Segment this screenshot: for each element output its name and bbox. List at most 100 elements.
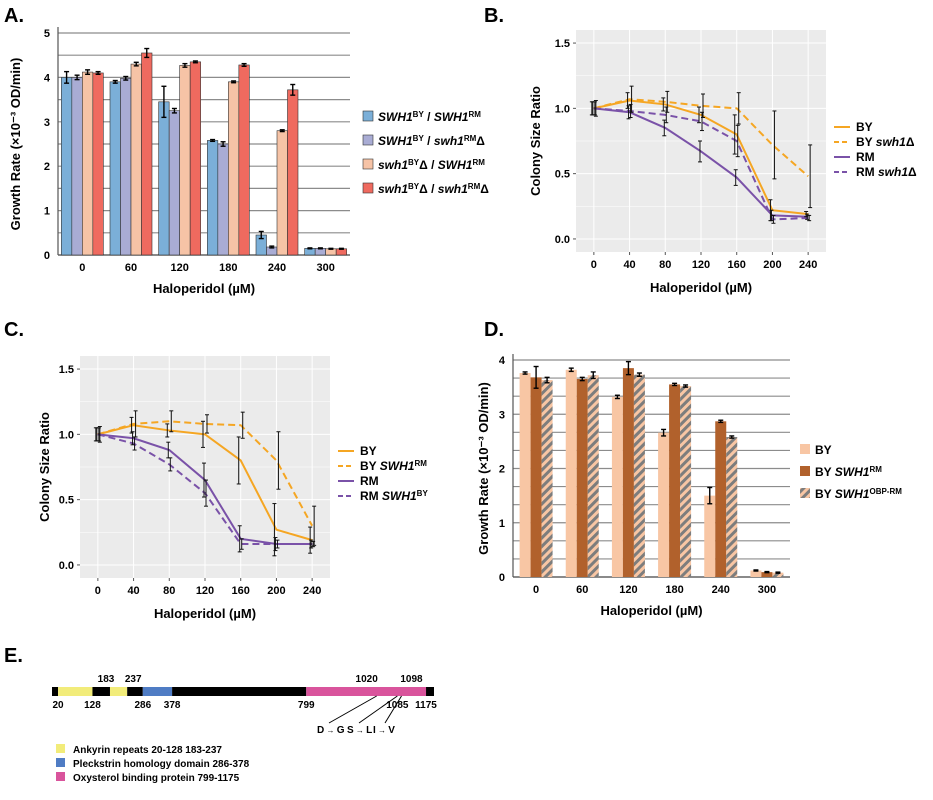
bar <box>565 369 577 577</box>
residue-label-bottom: 128 <box>84 700 101 711</box>
series-line <box>97 433 313 546</box>
bar <box>92 72 104 256</box>
bar <box>109 81 121 256</box>
legend-gene: swh1 <box>434 134 464 148</box>
domain-legend-swatch <box>56 758 65 767</box>
bar <box>519 373 531 577</box>
residue-label-bottom: 20 <box>52 700 64 711</box>
legend-label: BY <box>815 443 832 457</box>
bar <box>61 77 73 256</box>
legend-label: RM SWH1BY <box>360 489 428 504</box>
x-tick-label: 120 <box>692 259 710 271</box>
y-tick-label: 1.0 <box>59 429 74 441</box>
mutation-label: I → V <box>373 725 395 736</box>
domain-legend-range: 20-128 183-237 <box>151 745 222 756</box>
mutation-leader <box>384 695 402 724</box>
legend-superscript: RM <box>468 110 481 119</box>
bar <box>611 396 623 577</box>
y-tick-label: 0 <box>44 250 50 262</box>
chart-b: 0.0 0.5 1.0 1.5 0 40 80 120 160 200 240 Haloperidol… <box>528 30 917 295</box>
legend-delta: Δ <box>906 135 915 149</box>
domain-legend-name: Ankyrin repeats <box>73 745 151 756</box>
legend-label: swh1BYΔ / SWH1RM <box>378 158 485 173</box>
y-tick-label: 1.0 <box>555 103 570 115</box>
y-tick-label: 1 <box>44 206 50 218</box>
legend-gene: SWH1 <box>434 110 469 124</box>
legend-text: Δ / <box>419 158 438 172</box>
bar <box>71 77 83 256</box>
x-tick-label: 0 <box>591 259 597 271</box>
legend-swatch <box>800 444 810 454</box>
x-tick-label: 160 <box>728 259 746 271</box>
domain-segment <box>426 687 434 696</box>
legend-superscript: RM <box>414 459 427 468</box>
bar <box>120 77 132 256</box>
legend-superscript: BY <box>413 134 425 143</box>
x-tick-label: 240 <box>712 584 730 596</box>
residue-label-top: 237 <box>125 674 142 685</box>
y-tick-label: 2 <box>499 464 505 476</box>
series-line <box>593 98 809 178</box>
y-tick-label: 0.5 <box>555 169 570 181</box>
bar <box>669 384 681 577</box>
x-tick-label: 180 <box>219 262 237 274</box>
panel-letter-e: E. <box>4 645 23 667</box>
x-tick-label: 120 <box>619 584 637 596</box>
legend-superscript: RM <box>468 182 481 191</box>
legend-label: RM <box>856 150 875 164</box>
x-tick-label: 60 <box>125 262 137 274</box>
legend-gene: swh1 <box>378 158 408 172</box>
legend-label: BY <box>856 120 873 134</box>
series-line <box>593 107 809 221</box>
legend-superscript: RM <box>464 134 477 143</box>
mutation-from: I <box>373 725 376 736</box>
legend-superscript: RM <box>472 158 485 167</box>
legend-swatch <box>362 182 374 194</box>
legend-text: BY <box>856 120 873 134</box>
x-tick-label: 40 <box>127 585 139 597</box>
bar <box>750 570 762 577</box>
mutation-to: L <box>366 725 372 736</box>
y-axis-title: Growth Rate (×10⁻³ OD/min) <box>476 382 491 555</box>
domain-segment <box>92 687 110 696</box>
domain-legend-swatch <box>56 744 65 753</box>
bar <box>82 71 94 256</box>
bar <box>217 143 229 256</box>
mutation-arrow: → <box>376 726 388 735</box>
bar <box>704 495 716 577</box>
legend-text: RM <box>856 150 875 164</box>
x-tick-label: 180 <box>665 584 683 596</box>
x-tick-label: 160 <box>232 585 250 597</box>
residue-label-top: 183 <box>98 674 115 685</box>
bar <box>141 52 153 256</box>
bar <box>530 377 542 577</box>
legend-gene: SWH1 <box>378 110 413 124</box>
legend-text: RM <box>856 165 878 179</box>
y-tick-label: 0.5 <box>59 495 74 507</box>
legend-gene: swh1 <box>438 182 468 196</box>
legend-gene: swh1 <box>876 135 906 149</box>
domain-segment <box>58 687 93 696</box>
x-axis-title: Haloperidol (µM) <box>600 603 702 618</box>
x-tick-label: 120 <box>170 262 188 274</box>
bar <box>189 61 201 256</box>
x-tick-label: 240 <box>799 259 817 271</box>
y-tick-label: 0.0 <box>59 560 74 572</box>
legend-gene: swh1 <box>378 182 408 196</box>
domain-legend-range: 286-378 <box>212 759 249 770</box>
legend-swatch <box>800 488 810 498</box>
bar <box>238 64 250 256</box>
legend-text: BY <box>360 459 380 473</box>
legend-label: RM swh1Δ <box>856 165 917 179</box>
legend-text: RM <box>360 489 382 503</box>
series-line <box>97 424 313 542</box>
panel-letter-d: D. <box>484 319 504 341</box>
x-tick-label: 300 <box>758 584 776 596</box>
legend-swatch <box>362 134 374 146</box>
legend-text: BY <box>815 487 835 501</box>
legend-gene: swh1 <box>878 165 908 179</box>
domain-segment <box>172 687 307 696</box>
residue-label-bottom: 1085 <box>386 700 409 711</box>
x-tick-label: 200 <box>267 585 285 597</box>
